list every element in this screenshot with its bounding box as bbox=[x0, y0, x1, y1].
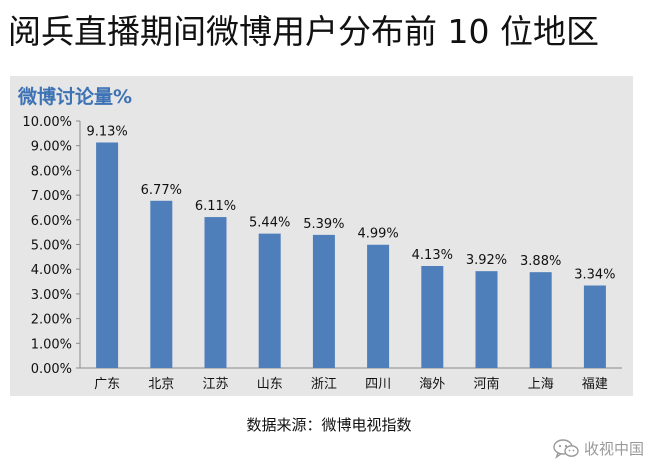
bar-四川 bbox=[367, 244, 390, 368]
x-category-label: 四川 bbox=[365, 377, 391, 392]
bar-value-label: 3.88% bbox=[520, 254, 561, 269]
y-tick-label: 4.00% bbox=[31, 263, 72, 278]
chart-labels: 0.00% 1.00% 2.00% 3.00% 4.00% 5.00% 6.00% 7.00%… bbox=[22, 115, 615, 392]
y-tick-label: 10.00% bbox=[22, 115, 72, 130]
bar-山东 bbox=[258, 233, 281, 368]
x-category-label: 河南 bbox=[473, 376, 499, 392]
bar-江苏 bbox=[204, 217, 227, 368]
bar-河南 bbox=[475, 271, 498, 368]
bar-北京 bbox=[150, 200, 173, 368]
y-tick-label: 6.00% bbox=[31, 214, 72, 229]
x-category-label: 海外 bbox=[419, 377, 445, 392]
y-tick-label: 3.00% bbox=[31, 288, 72, 303]
watermark-text: 收视中国 bbox=[583, 440, 644, 458]
x-category-label: 广东 bbox=[94, 377, 120, 392]
x-category-label: 浙江 bbox=[311, 377, 337, 392]
chart-title: 微博讨论量% bbox=[17, 85, 132, 108]
x-category-label: 上海 bbox=[528, 377, 554, 392]
bar-value-label: 9.13% bbox=[86, 124, 127, 139]
bar-value-label: 6.77% bbox=[141, 183, 182, 198]
bar-福建 bbox=[583, 285, 606, 368]
page-title: 阅兵直播期间微博用户分布前 10 位地区 bbox=[8, 12, 599, 51]
y-tick-label: 5.00% bbox=[31, 239, 72, 254]
bar-chart: 微博讨论量% 0.00% 1.00% 2.00% 3.00% 4.00% 5.00% 6.0… bbox=[17, 85, 622, 392]
x-category-label: 山东 bbox=[257, 377, 283, 392]
chart-panel: 微博讨论量% 0.00% 1.00% 2.00% 3.00% 4.00% 5.00% 6.0… bbox=[10, 76, 633, 396]
bar-value-label: 4.13% bbox=[412, 248, 453, 263]
bar-value-label: 5.39% bbox=[303, 217, 344, 232]
bar-浙江 bbox=[312, 234, 335, 368]
y-tick-label: 1.00% bbox=[31, 337, 72, 352]
wechat-icon bbox=[553, 438, 579, 459]
bar-value-label: 3.92% bbox=[466, 253, 507, 268]
bar-上海 bbox=[529, 272, 552, 368]
data-source-note: 数据来源：微博电视指数 bbox=[246, 416, 412, 434]
bar-value-label: 4.99% bbox=[357, 227, 398, 242]
chart-bars bbox=[96, 142, 606, 368]
bar-value-label: 5.44% bbox=[249, 216, 290, 231]
bar-value-label: 6.11% bbox=[195, 199, 236, 214]
y-tick-label: 7.00% bbox=[31, 189, 72, 204]
x-category-label: 北京 bbox=[148, 377, 174, 392]
x-category-label: 福建 bbox=[582, 377, 608, 392]
bar-广东 bbox=[96, 142, 119, 368]
y-tick-label: 8.00% bbox=[31, 164, 72, 179]
y-tick-label: 9.00% bbox=[31, 140, 72, 155]
y-tick-label: 2.00% bbox=[31, 313, 72, 328]
bar-value-label: 3.34% bbox=[574, 268, 615, 283]
y-tick-label: 0.00% bbox=[31, 362, 72, 377]
x-category-label: 江苏 bbox=[202, 376, 228, 392]
watermark: 收视中国 bbox=[553, 438, 644, 459]
bar-海外 bbox=[421, 265, 444, 368]
